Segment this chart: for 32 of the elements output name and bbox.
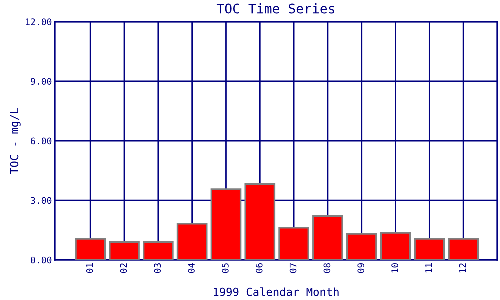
bar xyxy=(278,227,310,260)
bar xyxy=(143,241,174,260)
y-tick-label: 3.00 xyxy=(31,197,52,204)
x-tick-label: 04 xyxy=(188,263,195,274)
y-tick-label: 12.00 xyxy=(26,18,52,26)
bar xyxy=(75,238,106,260)
bar xyxy=(210,188,242,260)
x-tick-label: 09 xyxy=(358,263,365,274)
x-tick-label: 10 xyxy=(392,263,398,273)
chart-title: TOC Time Series xyxy=(216,4,335,14)
x-tick-label: 11 xyxy=(426,263,432,273)
x-tick-label: 01 xyxy=(86,263,94,274)
bar xyxy=(380,232,412,260)
bar xyxy=(448,238,480,260)
x-tick-label: 06 xyxy=(256,263,263,274)
y-axis-title: TOC - mg/L xyxy=(10,108,21,174)
y-tick-label: 9.00 xyxy=(31,78,52,86)
x-tick-label: 02 xyxy=(120,264,128,274)
x-axis-title: 1999 Calendar Month xyxy=(214,288,339,296)
bar xyxy=(414,238,446,260)
bar xyxy=(312,215,344,260)
bar xyxy=(176,223,208,260)
x-tick-label: 12 xyxy=(459,264,466,273)
x-tick-label: 05 xyxy=(222,264,229,274)
x-tick-label: 03 xyxy=(154,264,162,274)
x-tick-label: 07 xyxy=(290,264,297,274)
bar xyxy=(244,183,276,260)
y-tick-label: 0.00 xyxy=(31,256,52,264)
y-tick-label: 6.00 xyxy=(31,138,52,145)
bar xyxy=(109,241,140,260)
bar xyxy=(346,233,378,260)
x-tick-label: 08 xyxy=(324,263,331,274)
